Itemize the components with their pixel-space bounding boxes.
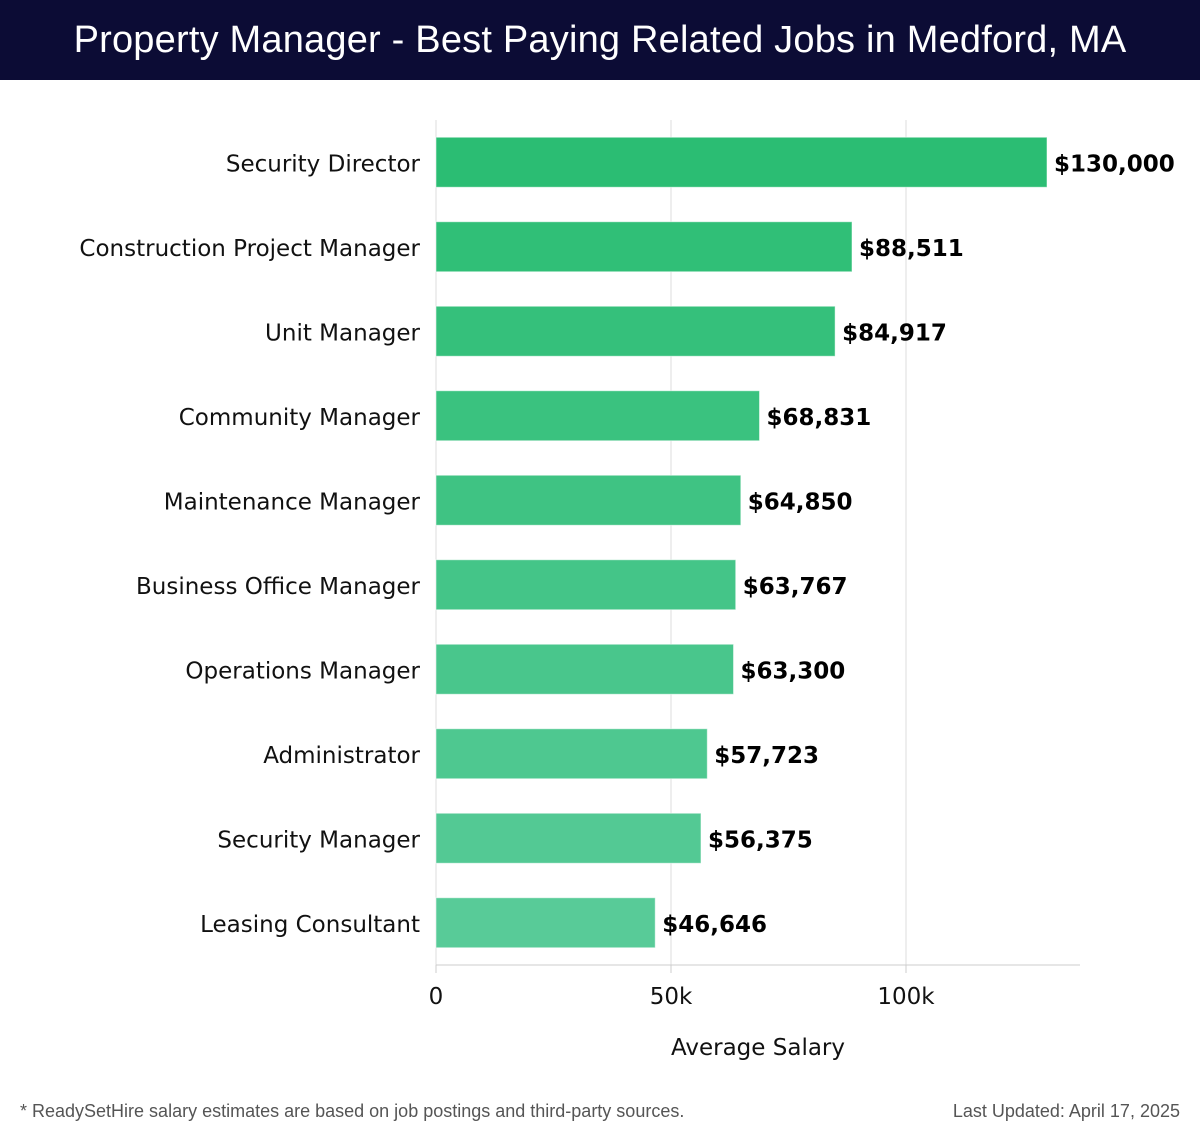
data-label: $130,000 <box>1054 151 1175 177</box>
x-tick-label: 100k <box>877 984 935 1010</box>
chart-title: Property Manager - Best Paying Related J… <box>0 0 1200 80</box>
x-axis-label: Average Salary <box>671 1035 845 1061</box>
category-label: Business Office Manager <box>136 574 421 600</box>
data-label: $63,300 <box>741 658 846 684</box>
category-label: Maintenance Manager <box>164 489 421 515</box>
bar <box>435 897 656 949</box>
data-label: $46,646 <box>662 912 767 938</box>
bar <box>435 390 761 442</box>
bar <box>435 812 702 864</box>
data-label: $84,917 <box>842 320 947 346</box>
x-tick-label: 0 <box>429 984 444 1010</box>
category-label: Construction Project Manager <box>79 236 420 262</box>
footnote: * ReadySetHire salary estimates are base… <box>20 1101 685 1121</box>
category-label: Operations Manager <box>185 658 420 684</box>
bar <box>435 221 853 273</box>
data-label: $68,831 <box>767 405 872 431</box>
x-tick-label: 50k <box>650 984 693 1010</box>
category-label: Security Director <box>226 151 421 177</box>
bar <box>435 643 735 695</box>
bar <box>435 728 708 780</box>
bar <box>435 305 836 357</box>
category-label: Community Manager <box>179 405 421 431</box>
last-updated: Last Updated: April 17, 2025 <box>952 1101 1180 1121</box>
bar <box>435 559 737 611</box>
data-label: $56,375 <box>708 827 813 853</box>
data-label: $64,850 <box>748 489 853 515</box>
bar <box>435 474 742 526</box>
bar <box>435 136 1048 188</box>
data-label: $63,767 <box>743 574 848 600</box>
category-label: Security Manager <box>217 827 420 853</box>
data-label: $57,723 <box>714 743 819 769</box>
bar-chart: 0 50k 100k Average Salary Security Director $… <box>79 120 1175 1061</box>
data-label: $88,511 <box>859 236 964 262</box>
category-label: Administrator <box>263 743 420 769</box>
category-label: Leasing Consultant <box>200 912 420 938</box>
category-label: Unit Manager <box>265 320 420 346</box>
